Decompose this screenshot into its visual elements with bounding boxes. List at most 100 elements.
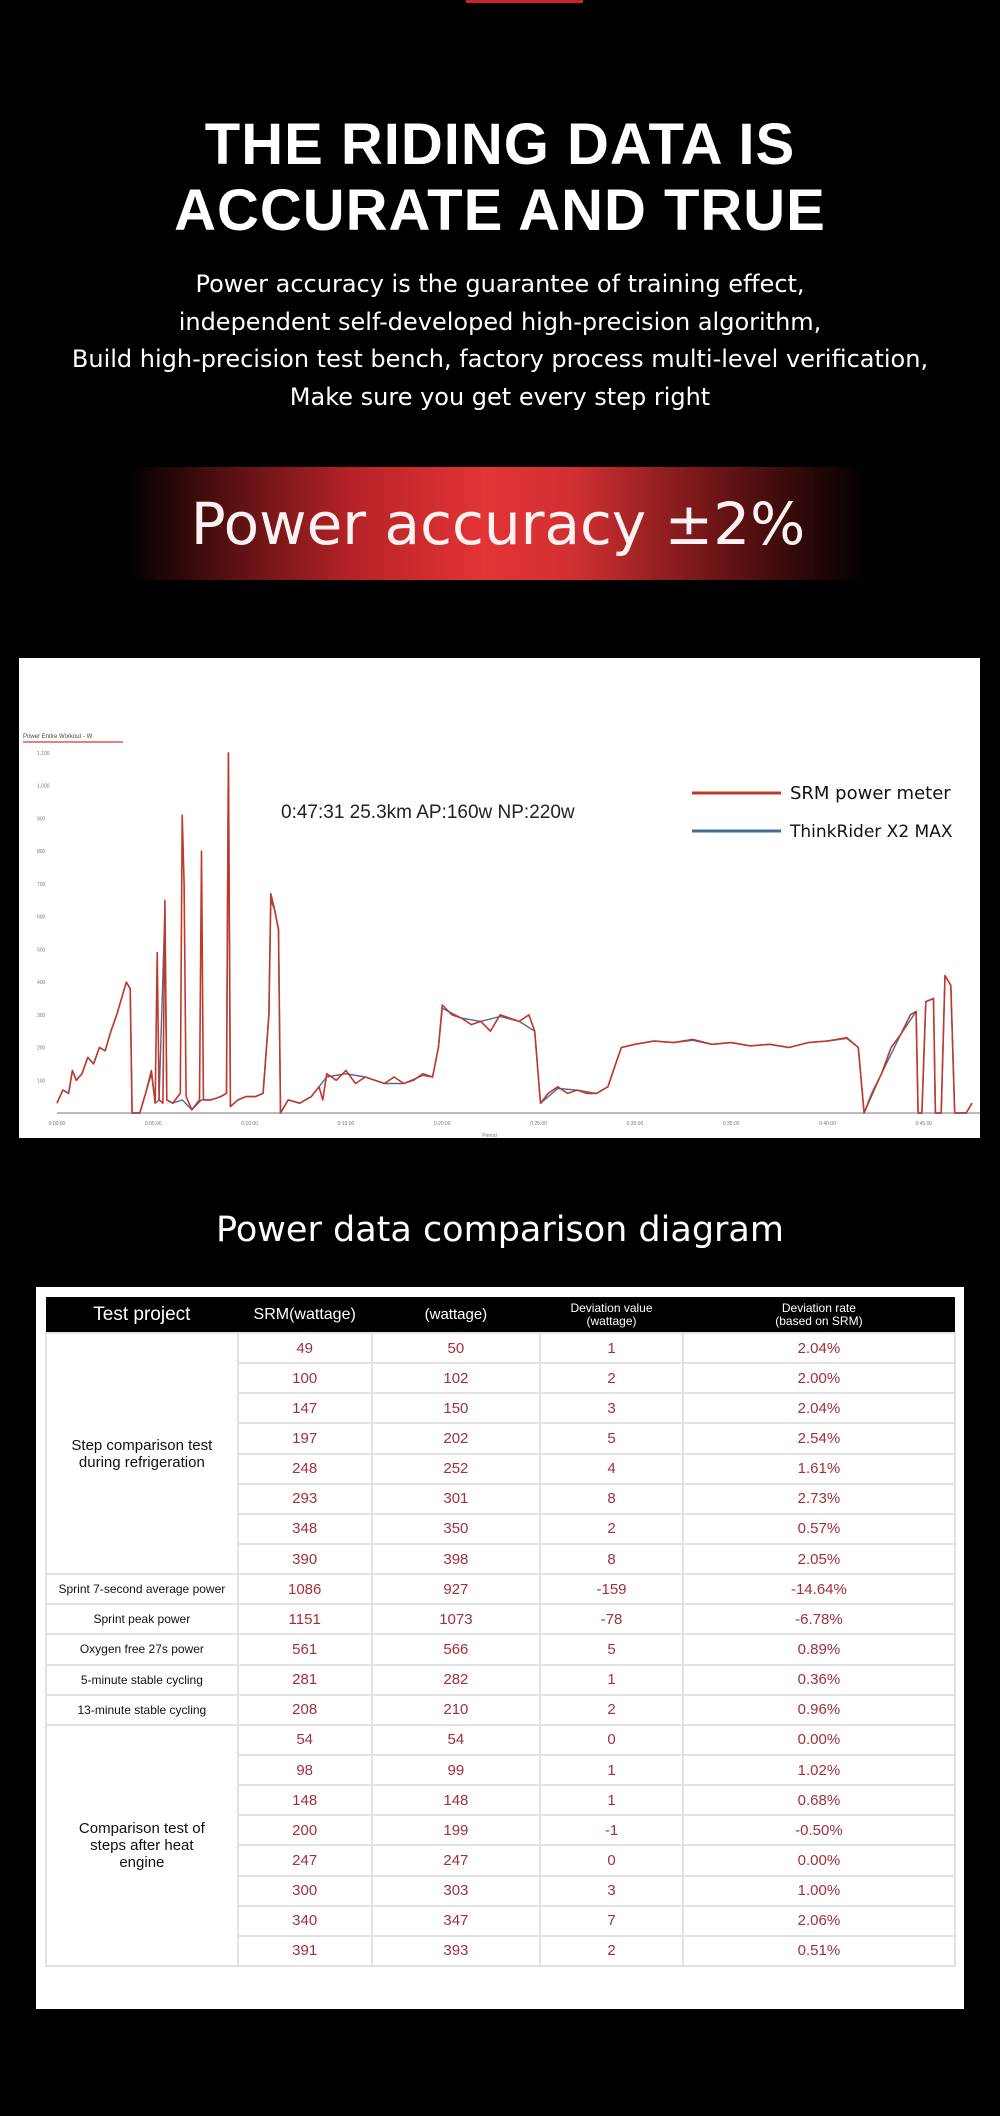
top-accent-bar <box>466 0 583 3</box>
srm-value: 147 <box>236 1392 373 1425</box>
table-header-row: Test project SRM(wattage) (wattage) Deviati… <box>46 1297 955 1333</box>
deviation-value: 5 <box>539 1633 684 1666</box>
page-title: THE RIDING DATA IS ACCURATE AND TRUE <box>0 112 1000 244</box>
srm-value: 248 <box>236 1452 373 1485</box>
table-row: 98 99 1 1.02% <box>46 1753 957 1787</box>
trainer-value: 54 <box>370 1723 542 1756</box>
deviation-value: 0 <box>539 1723 684 1756</box>
test-project-cell: Comparison test of steps after heat engi… <box>45 1723 239 1967</box>
deviation-rate: -0.50% <box>681 1814 957 1847</box>
deviation-rate: -14.64% <box>681 1573 957 1606</box>
deviation-rate: 0.51% <box>681 1934 957 1967</box>
srm-value: 247 <box>236 1844 373 1877</box>
test-project-cell: Sprint 7-second average power <box>45 1573 239 1606</box>
trainer-value: 347 <box>370 1904 542 1937</box>
table-row: 200 199 -1 -0.50% <box>46 1814 957 1847</box>
deviation-value: 0 <box>539 1844 684 1877</box>
table-row: 147 150 3 2.04% <box>46 1392 957 1425</box>
trainer-value: 350 <box>370 1512 542 1545</box>
table-row: 391 393 2 0.51% <box>46 1934 957 1967</box>
deviation-value: 5 <box>539 1422 684 1455</box>
srm-value: 148 <box>236 1784 373 1817</box>
srm-value: 340 <box>236 1904 373 1937</box>
table-row: Sprint 7-second average power 1086 927 -159… <box>45 1573 957 1606</box>
trainer-value: 50 <box>370 1331 542 1365</box>
srm-value: 208 <box>236 1693 373 1726</box>
srm-value: 300 <box>236 1874 373 1907</box>
deviation-value: 3 <box>539 1874 684 1907</box>
table-row: 148 148 1 0.68% <box>46 1784 957 1817</box>
deviation-rate: 0.00% <box>681 1844 957 1877</box>
y-tick-label: 200 <box>37 1046 46 1052</box>
deviation-rate: 0.96% <box>681 1693 957 1726</box>
trainer-value: 393 <box>370 1934 542 1967</box>
table-row: 300 303 3 1.00% <box>46 1874 957 1907</box>
deviation-rate: 1.02% <box>681 1753 957 1787</box>
srm-value: 390 <box>236 1542 373 1576</box>
title-line: ACCURATE AND TRUE <box>174 178 826 243</box>
trainer-value: 210 <box>370 1693 542 1726</box>
deviation-rate: 0.68% <box>681 1784 957 1817</box>
deviation-value: 2 <box>539 1934 684 1967</box>
x-tick-label: 0:30:00 <box>627 1121 644 1127</box>
deviation-rate: 2.04% <box>681 1331 957 1365</box>
title-line: THE RIDING DATA IS <box>204 112 796 177</box>
column-header: SRM(wattage) <box>237 1297 372 1333</box>
y-tick-label: 800 <box>37 849 46 855</box>
trainer-value: 927 <box>370 1573 542 1606</box>
table-row: 348 350 2 0.57% <box>46 1512 957 1545</box>
deviation-value: 1 <box>539 1753 684 1787</box>
deviation-rate: 2.54% <box>681 1422 957 1455</box>
trainer-value: 1073 <box>370 1603 542 1636</box>
srm-value: 348 <box>236 1512 373 1545</box>
y-tick-label: 600 <box>37 915 46 921</box>
subtitle-line: Power accuracy is the guarantee of train… <box>195 270 805 298</box>
legend-label-1: ThinkRider X2 MAX <box>789 822 953 842</box>
legend-label-0: SRM power meter <box>790 783 951 804</box>
table-row: Comparison test of steps after heat engi… <box>45 1723 957 1967</box>
deviation-value: 1 <box>539 1784 684 1817</box>
trainer-value: 303 <box>370 1874 542 1907</box>
column-header: Test project <box>46 1297 238 1333</box>
y-tick-label: 300 <box>37 1013 46 1019</box>
table-row: 293 301 8 2.73% <box>46 1482 957 1515</box>
x-tick-label: 0:25:00 <box>530 1121 547 1127</box>
table-row: 5-minute stable cycling 281 282 1 0.36% <box>45 1663 957 1696</box>
trainer-value: 148 <box>370 1784 542 1817</box>
deviation-rate: 0.00% <box>681 1723 957 1756</box>
deviation-value: 8 <box>539 1482 684 1515</box>
deviation-rate: 2.06% <box>681 1904 957 1937</box>
srm-value: 293 <box>236 1482 373 1515</box>
x-tick-label: 0:05:00 <box>145 1121 162 1127</box>
table-row: Oxygen free 27s power 561 566 5 0.89% <box>45 1633 957 1666</box>
table-row: 100 102 2 2.00% <box>46 1362 957 1395</box>
srm-value: 98 <box>236 1753 373 1787</box>
subtitle-line: Make sure you get every step right <box>289 382 711 411</box>
table-row: Step comparison test during refrigeratio… <box>45 1331 957 1576</box>
deviation-value: 8 <box>539 1542 684 1576</box>
srm-value: 200 <box>236 1814 373 1847</box>
deviation-value: -159 <box>539 1573 684 1606</box>
srm-value: 391 <box>236 1934 373 1967</box>
test-project-cell: Oxygen free 27s power <box>45 1633 239 1666</box>
y-tick-label: 400 <box>37 980 46 986</box>
chart-corner-label: Power Entire Workout - W <box>23 734 93 740</box>
trainer-value: 247 <box>370 1844 542 1877</box>
test-project-cell: Sprint peak power <box>45 1603 239 1636</box>
deviation-rate: -6.78% <box>681 1603 957 1636</box>
deviation-rate: 2.05% <box>681 1542 957 1576</box>
deviation-value: 4 <box>539 1452 684 1485</box>
deviation-value: 3 <box>539 1392 684 1425</box>
y-tick-label: 900 <box>37 816 46 822</box>
deviation-rate: 2.04% <box>681 1392 957 1425</box>
y-tick-label: 1,000 <box>37 784 50 790</box>
comparison-table: Test project SRM(wattage) (wattage) Deviati… <box>45 1297 957 1967</box>
trainer-value: 202 <box>370 1422 542 1455</box>
trainer-value: 252 <box>370 1452 542 1485</box>
deviation-rate: 0.57% <box>681 1512 957 1545</box>
test-project-cell: 5-minute stable cycling <box>45 1663 239 1696</box>
trainer-value: 282 <box>370 1663 542 1696</box>
trainer-value: 150 <box>370 1392 542 1425</box>
deviation-value: 1 <box>539 1663 684 1696</box>
x-tick-label: 0:00:00 <box>49 1121 66 1127</box>
